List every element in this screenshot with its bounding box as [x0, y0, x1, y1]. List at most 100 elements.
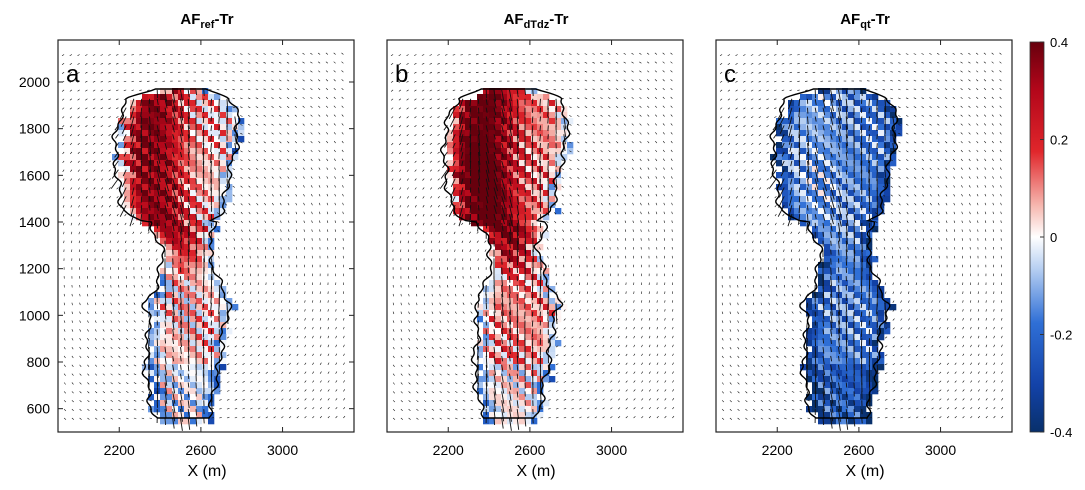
- velocity-vector: [509, 329, 512, 341]
- field-cell: [800, 100, 807, 107]
- velocity-vector: [164, 338, 167, 344]
- velocity-vector: [608, 114, 611, 117]
- velocity-vector: [437, 71, 440, 74]
- field-cell: [190, 280, 197, 287]
- velocity-vector: [69, 89, 73, 92]
- field-cell: [501, 376, 508, 383]
- velocity-vector: [608, 132, 611, 135]
- field-cell: [531, 184, 538, 191]
- field-cell: [561, 148, 568, 155]
- velocity-vector: [439, 311, 442, 314]
- field-cell: [226, 304, 233, 311]
- velocity-vector: [631, 132, 634, 135]
- field-cell: [519, 400, 526, 407]
- field-cell: [525, 112, 532, 119]
- velocity-vector: [180, 373, 182, 380]
- velocity-vector: [414, 89, 417, 92]
- velocity-vector: [577, 185, 580, 188]
- velocity-vector: [421, 89, 425, 92]
- velocity-vector: [263, 176, 267, 179]
- velocity-vector: [255, 88, 259, 91]
- velocity-vector: [147, 338, 150, 350]
- field-cell: [483, 334, 490, 341]
- field-cell: [214, 100, 221, 107]
- velocity-vector: [273, 327, 276, 330]
- field-cell: [513, 364, 520, 371]
- velocity-vector: [576, 79, 580, 82]
- field-cell: [160, 394, 167, 401]
- field-cell: [453, 196, 460, 203]
- velocity-vector: [429, 98, 433, 101]
- field-cell: [160, 196, 167, 203]
- field-cell: [172, 268, 179, 275]
- field-cell: [453, 172, 460, 179]
- velocity-vector: [255, 62, 259, 64]
- velocity-vector: [664, 335, 666, 339]
- velocity-vector: [602, 407, 605, 410]
- velocity-vector: [470, 320, 473, 323]
- velocity-vector: [172, 98, 176, 112]
- field-cell: [130, 112, 137, 119]
- velocity-vector: [576, 132, 580, 135]
- velocity-vector: [406, 160, 409, 163]
- velocity-vector: [400, 373, 403, 376]
- velocity-vector: [319, 407, 323, 410]
- field-cell: [142, 178, 149, 185]
- field-cell: [800, 94, 807, 101]
- field-cell: [824, 112, 831, 119]
- field-cell: [513, 346, 520, 353]
- velocity-vector: [100, 116, 104, 119]
- velocity-vector: [429, 169, 433, 172]
- field-cell: [489, 418, 496, 425]
- velocity-vector: [646, 52, 650, 55]
- velocity-vector: [115, 134, 119, 139]
- field-cell: [549, 148, 556, 155]
- velocity-vector: [63, 231, 65, 235]
- velocity-vector: [240, 88, 243, 91]
- velocity-vector: [255, 167, 259, 170]
- velocity-vector: [639, 88, 642, 91]
- velocity-vector: [655, 167, 658, 170]
- velocity-vector: [555, 408, 559, 410]
- velocity-vector: [449, 196, 456, 208]
- velocity-vector: [304, 326, 306, 330]
- velocity-vector: [592, 88, 595, 91]
- velocity-vector: [616, 185, 619, 188]
- velocity-vector: [69, 125, 73, 128]
- field-cell: [531, 364, 538, 371]
- velocity-vector: [390, 89, 394, 92]
- field-cell: [154, 370, 161, 377]
- field-cell: [830, 136, 837, 143]
- velocity-vector: [108, 107, 111, 110]
- velocity-vector: [226, 399, 230, 401]
- velocity-vector: [625, 353, 628, 357]
- field-cell: [501, 340, 508, 347]
- velocity-vector: [100, 169, 104, 172]
- velocity-vector: [579, 282, 581, 286]
- velocity-vector: [255, 97, 259, 100]
- velocity-vector: [100, 178, 104, 181]
- velocity-vector: [265, 336, 268, 339]
- field-cell: [501, 346, 508, 353]
- velocity-vector: [392, 346, 395, 350]
- velocity-vector: [663, 193, 665, 197]
- field-cell: [501, 364, 508, 371]
- velocity-vector: [493, 142, 497, 150]
- velocity-vector: [265, 398, 269, 401]
- velocity-vector: [257, 371, 261, 374]
- field-cell: [525, 358, 532, 365]
- velocity-vector: [585, 211, 588, 215]
- velocity-vector: [126, 355, 129, 358]
- velocity-vector: [120, 116, 127, 127]
- velocity-vector: [461, 222, 464, 226]
- velocity-vector: [256, 185, 259, 188]
- velocity-vector: [424, 391, 427, 394]
- field-cell: [178, 130, 185, 137]
- velocity-vector: [470, 417, 474, 420]
- velocity-vector: [398, 116, 402, 119]
- field-cell: [800, 118, 807, 125]
- velocity-vector: [131, 142, 135, 152]
- velocity-vector: [416, 391, 419, 394]
- velocity-vector: [93, 178, 96, 181]
- field-cell: [166, 178, 173, 185]
